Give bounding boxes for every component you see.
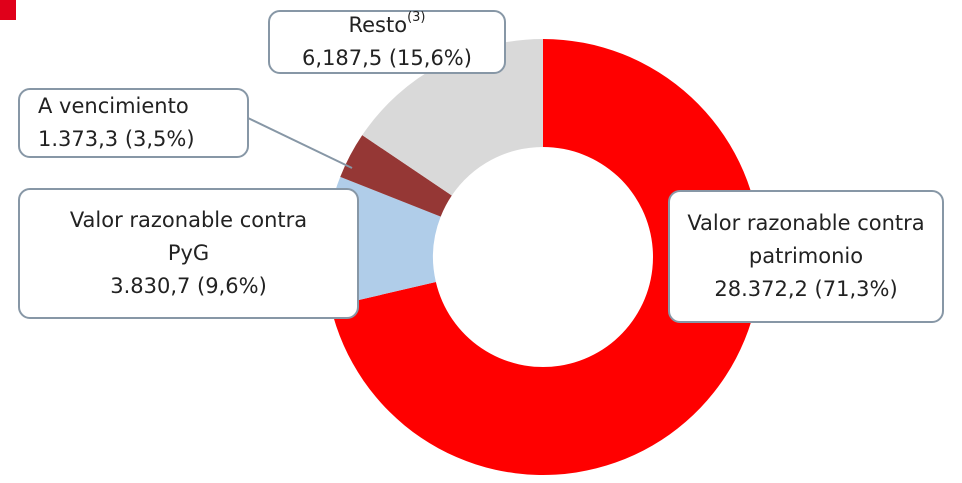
footnote-marker: (3) [407, 10, 426, 25]
label-box: A vencimiento 1.373,3 (3,5%) [18, 88, 249, 158]
donut-segment [330, 39, 761, 475]
label-value: 6,187,5 (15,6%) [302, 46, 472, 70]
donut-segment [362, 39, 543, 196]
connector [247, 117, 353, 169]
label-value: 1.373,3 (3,5%) [38, 127, 195, 151]
label-category: A vencimiento [38, 94, 189, 118]
label-box: Valor razonable contra patrimonio 28.372… [668, 190, 944, 323]
label-category: Valor razonable contra patrimonio [687, 211, 925, 268]
donut-segment [340, 135, 452, 217]
label-category: Resto(3) [270, 9, 504, 42]
corner-mark [0, 0, 16, 20]
label-box: Resto(3) 6,187,5 (15,6%) [268, 10, 506, 74]
label-value: 3.830,7 (9,6%) [110, 274, 267, 298]
label-box: Valor razonable contra PyG 3.830,7 (9,6%… [18, 188, 359, 319]
label-text: Resto [348, 13, 408, 37]
label-category: Valor razonable contra PyG [69, 208, 308, 265]
label-value: 28.372,2 (71,3%) [714, 277, 898, 301]
